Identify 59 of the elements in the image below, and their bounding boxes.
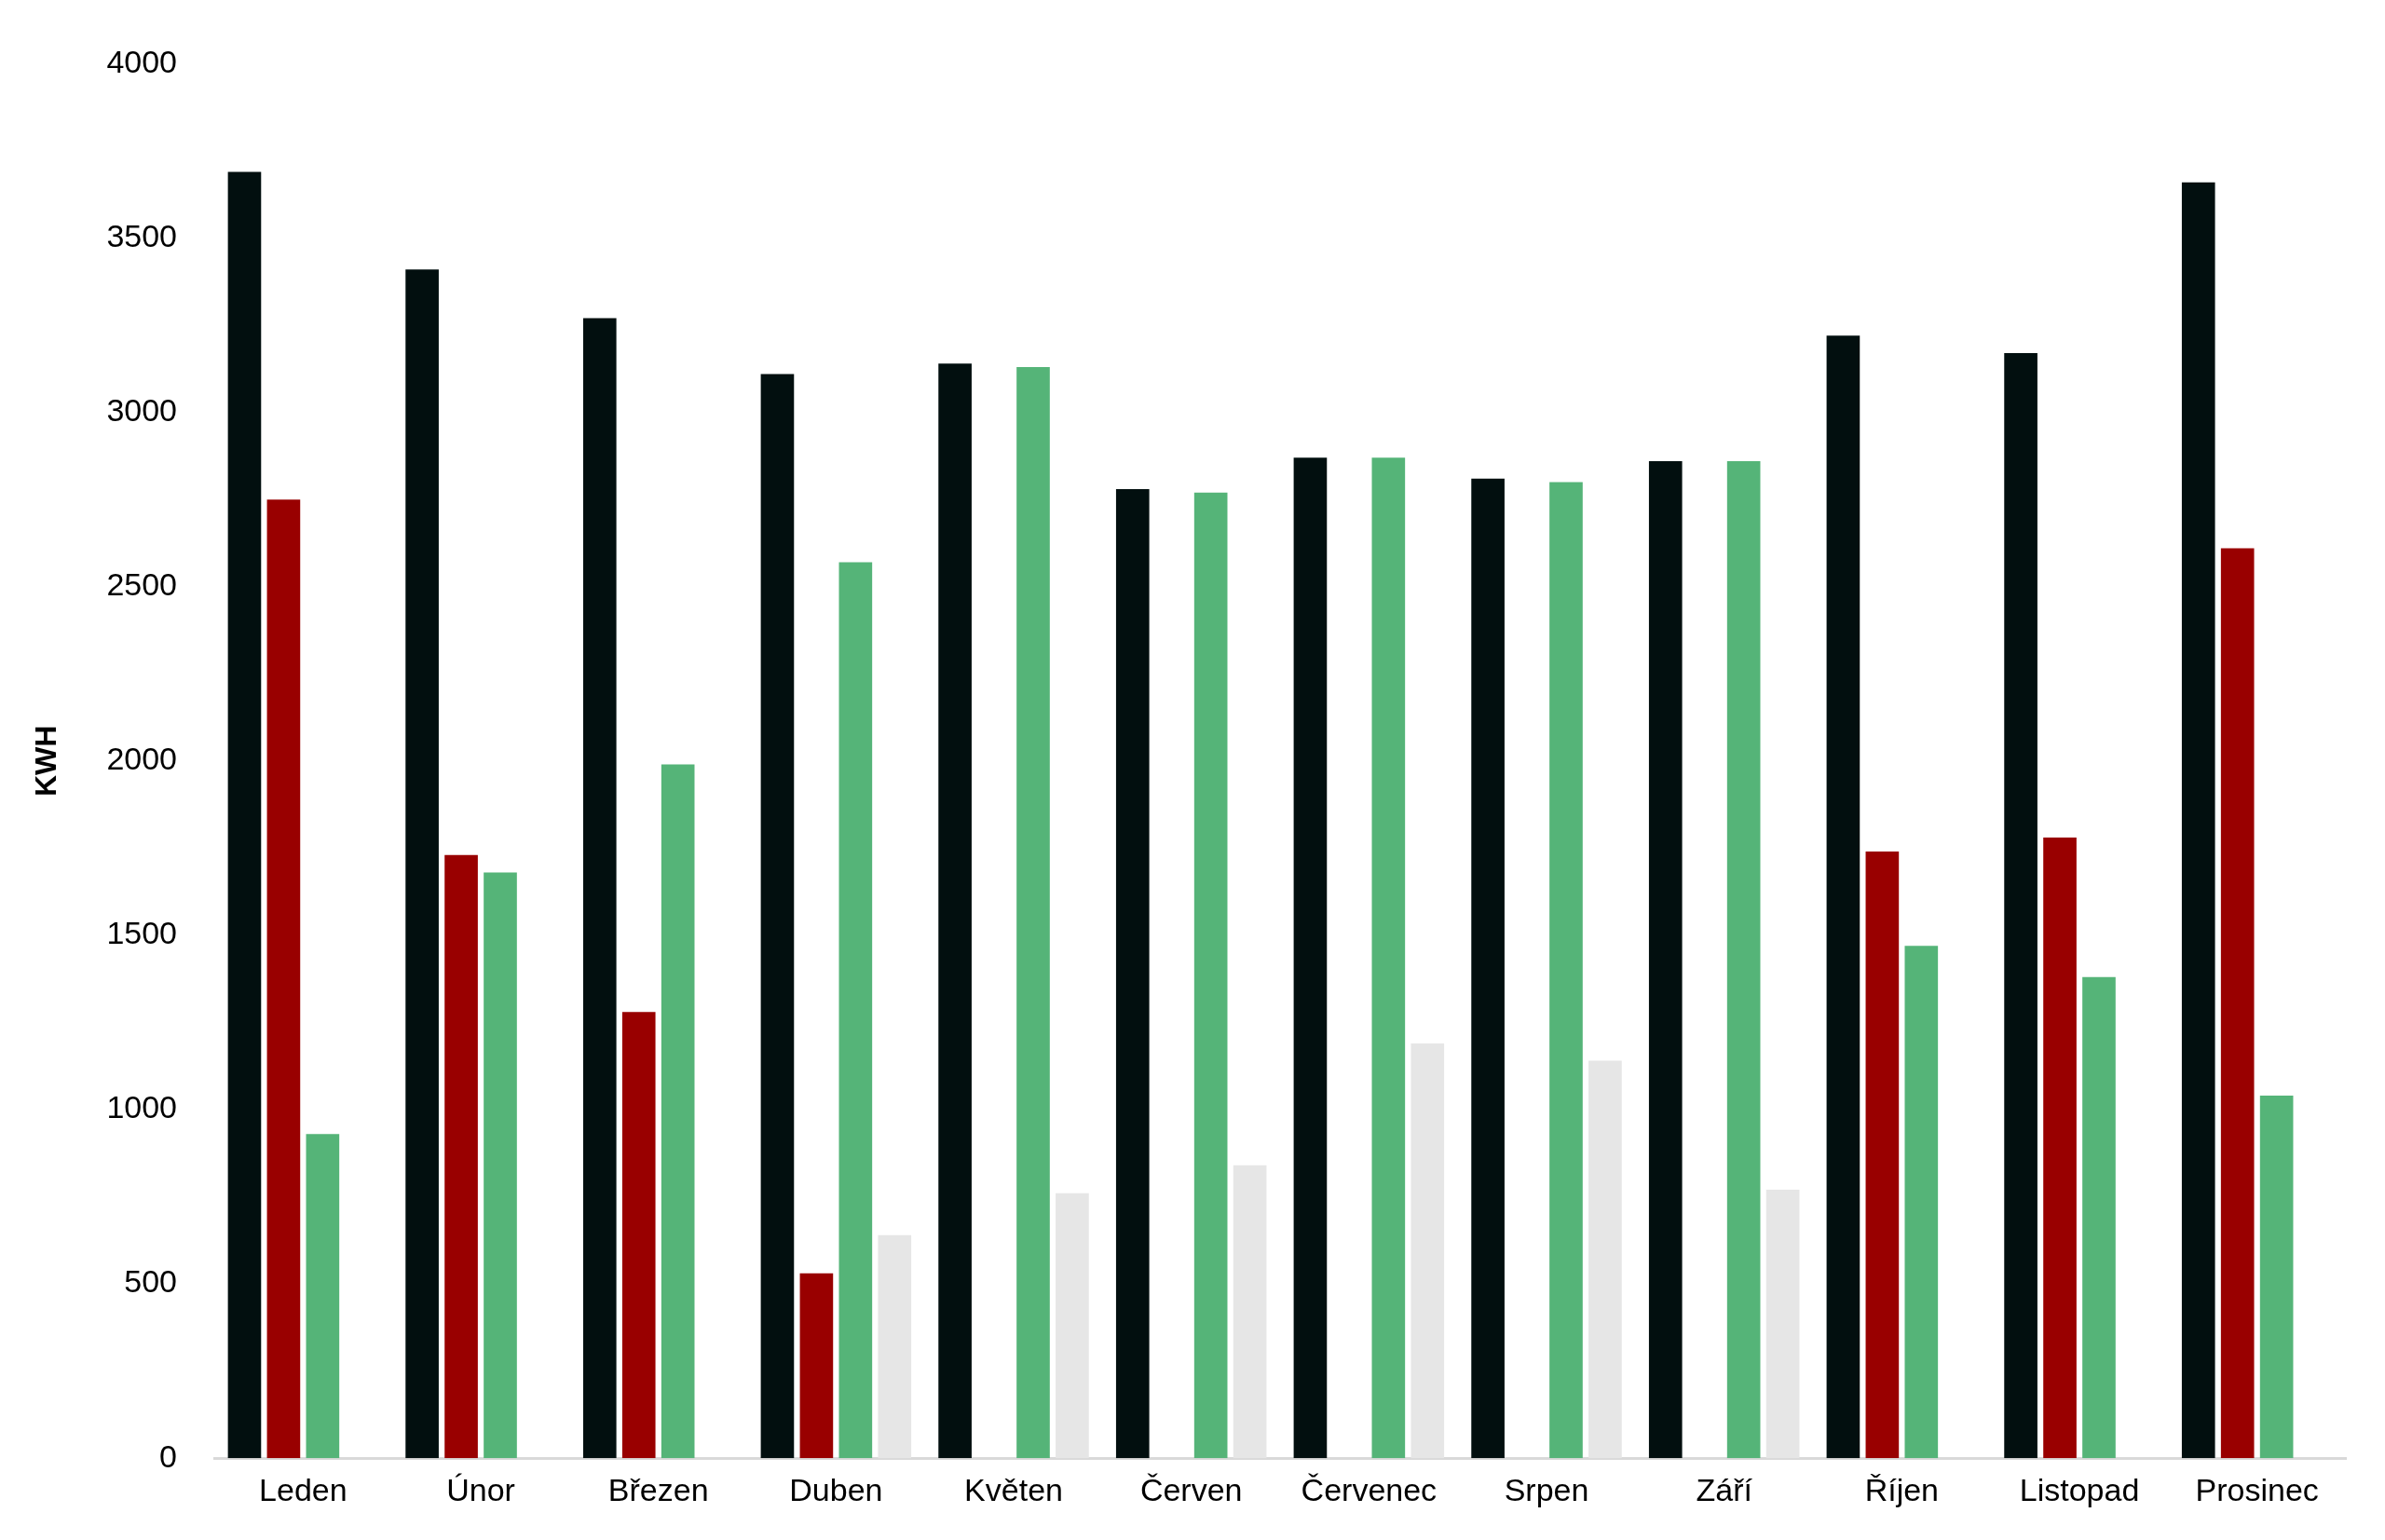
bar xyxy=(266,499,301,1459)
y-tick-label: 0 xyxy=(159,1438,178,1474)
bar xyxy=(1293,457,1328,1459)
bar xyxy=(1765,1190,1800,1459)
bar xyxy=(444,854,478,1459)
bar xyxy=(760,374,795,1459)
x-tick-label: Duben xyxy=(789,1471,883,1507)
bar xyxy=(405,269,439,1459)
bar xyxy=(582,318,617,1459)
bar xyxy=(2082,976,2116,1459)
x-tick-label: Srpen xyxy=(1504,1471,1589,1507)
y-tick-label: 4000 xyxy=(106,43,178,79)
y-tick-label: 3000 xyxy=(106,391,178,428)
bar xyxy=(838,562,873,1459)
x-tick-label: Leden xyxy=(259,1471,348,1507)
bar xyxy=(227,171,262,1459)
bar xyxy=(306,1134,340,1459)
bar xyxy=(661,764,695,1459)
bar xyxy=(1865,852,1900,1459)
bar xyxy=(1648,460,1683,1459)
bar xyxy=(1016,366,1050,1459)
bar xyxy=(1233,1165,1267,1459)
bar xyxy=(1115,488,1150,1459)
bar xyxy=(2181,182,2215,1459)
bar xyxy=(1726,460,1761,1459)
bar xyxy=(1193,492,1228,1459)
bar xyxy=(1588,1060,1622,1459)
bar xyxy=(1371,457,1406,1459)
bar xyxy=(938,363,972,1459)
x-tick-label: Únor xyxy=(446,1471,515,1507)
bar xyxy=(1826,335,1860,1459)
x-tick-label: Červenec xyxy=(1301,1471,1438,1507)
bar xyxy=(1471,478,1505,1459)
x-tick-label: Září xyxy=(1696,1471,1753,1507)
bar xyxy=(799,1273,834,1459)
y-tick-label: 2500 xyxy=(106,566,178,603)
y-axis-title: KWH xyxy=(29,725,63,797)
bar xyxy=(2004,352,2037,1459)
bar xyxy=(1056,1192,1089,1459)
bar xyxy=(1904,946,1939,1459)
bar xyxy=(621,1012,656,1459)
bar xyxy=(1549,482,1583,1459)
bar xyxy=(1411,1043,1445,1459)
y-tick-label: 1500 xyxy=(106,915,178,951)
y-tick-label: 3500 xyxy=(106,217,178,253)
bar xyxy=(2220,548,2255,1459)
y-tick-label: 500 xyxy=(124,1263,178,1300)
x-tick-label: Červen xyxy=(1139,1471,1243,1507)
x-tick-label: Březen xyxy=(607,1471,709,1507)
bar xyxy=(484,872,517,1459)
y-tick-label: 2000 xyxy=(106,741,178,777)
bar xyxy=(878,1234,912,1459)
x-tick-label: Říjen xyxy=(1864,1471,1940,1507)
x-tick-label: Listopad xyxy=(2019,1471,2140,1507)
x-tick-label: Květen xyxy=(964,1471,1063,1507)
y-tick-label: 1000 xyxy=(106,1089,178,1125)
bar xyxy=(2043,838,2077,1459)
x-tick-label: Prosinec xyxy=(2195,1471,2319,1507)
bar xyxy=(2259,1096,2294,1459)
